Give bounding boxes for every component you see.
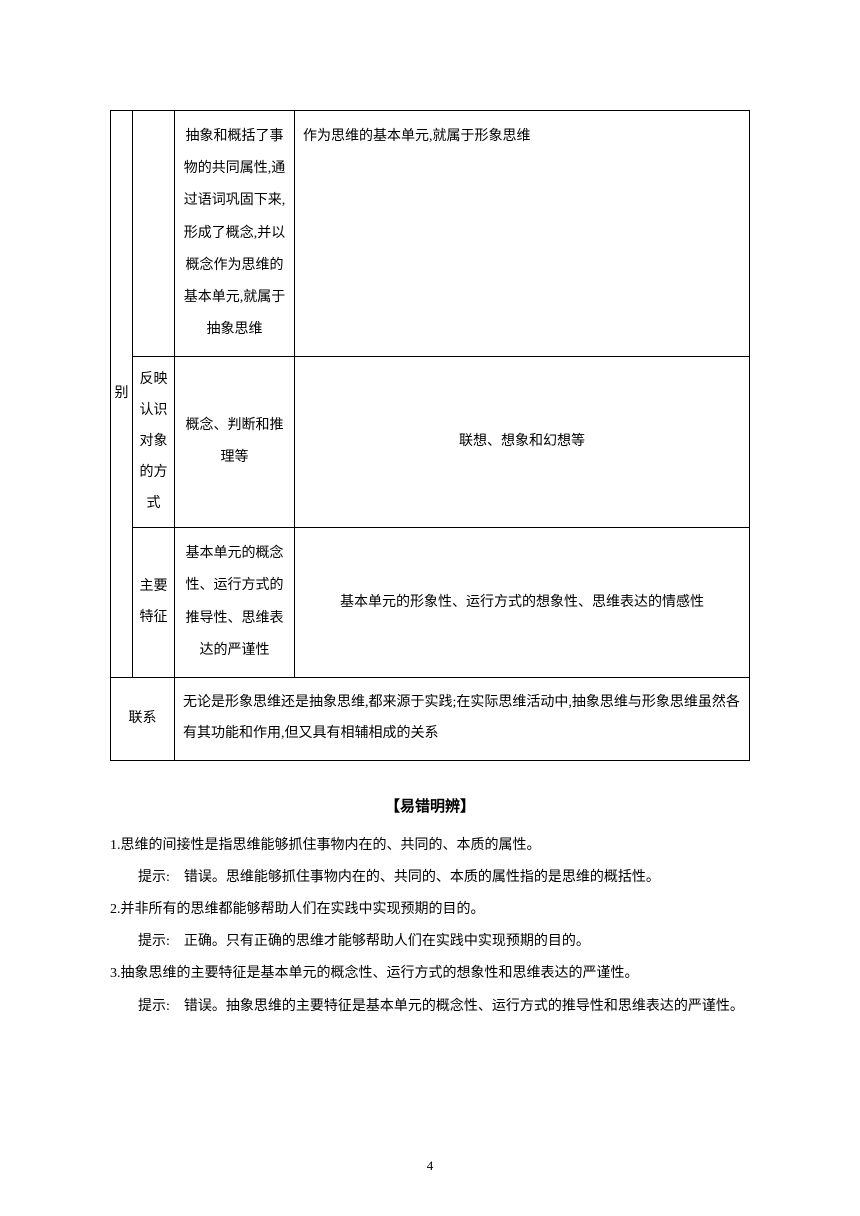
cell-abstract-desc: 抽象和概括了事物的共同属性,通过语词巩固下来,形成了概念,并以概念作为思维的基本… [175, 111, 295, 357]
question-2: 2.并非所有的思维都能够帮助人们在实践中实现预期的目的。 [110, 894, 750, 926]
answer-1: 提示: 错误。思维能够抓住事物内在的、共同的、本质的属性指的是思维的概括性。 [110, 862, 750, 894]
cell-category-vertical: 别 [111, 111, 133, 678]
answer-3: 提示: 错误。抽象思维的主要特征是基本单元的概念性、运行方式的推导性和思维表达的… [110, 991, 750, 1023]
page-number: 4 [0, 1158, 860, 1174]
cell-feature-abstract: 基本单元的概念性、运行方式的推导性、思维表达的严谨性 [175, 528, 295, 678]
cell-association: 联想、想象和幻想等 [295, 357, 750, 528]
comparison-table: 别 抽象和概括了事物的共同属性,通过语词巩固下来,形成了概念,并以概念作为思维的… [110, 110, 750, 761]
cell-relation-label: 联系 [111, 678, 175, 761]
section-title: 【易错明辨】 [110, 795, 750, 816]
cell-feature-image: 基本单元的形象性、运行方式的想象性、思维表达的情感性 [295, 528, 750, 678]
question-1: 1.思维的间接性是指思维能够抓住事物内在的、共同的、本质的属性。 [110, 830, 750, 862]
cell-relation-content: 无论是形象思维还是抽象思维,都来源于实践;在实际思维活动中,抽象思维与形象思维虽… [175, 678, 750, 761]
cell-reflection-mode: 反映认识对象的方式 [133, 357, 175, 528]
cell-empty [133, 111, 175, 357]
answer-2: 提示: 正确。只有正确的思维才能够帮助人们在实践中实现预期的目的。 [110, 926, 750, 958]
cell-image-desc: 作为思维的基本单元,就属于形象思维 [295, 111, 750, 357]
question-3: 3.抽象思维的主要特征是基本单元的概念性、运行方式的想象性和思维表达的严谨性。 [110, 958, 750, 990]
cell-concept-judgment: 概念、判断和推理等 [175, 357, 295, 528]
cell-main-feature: 主要特征 [133, 528, 175, 678]
